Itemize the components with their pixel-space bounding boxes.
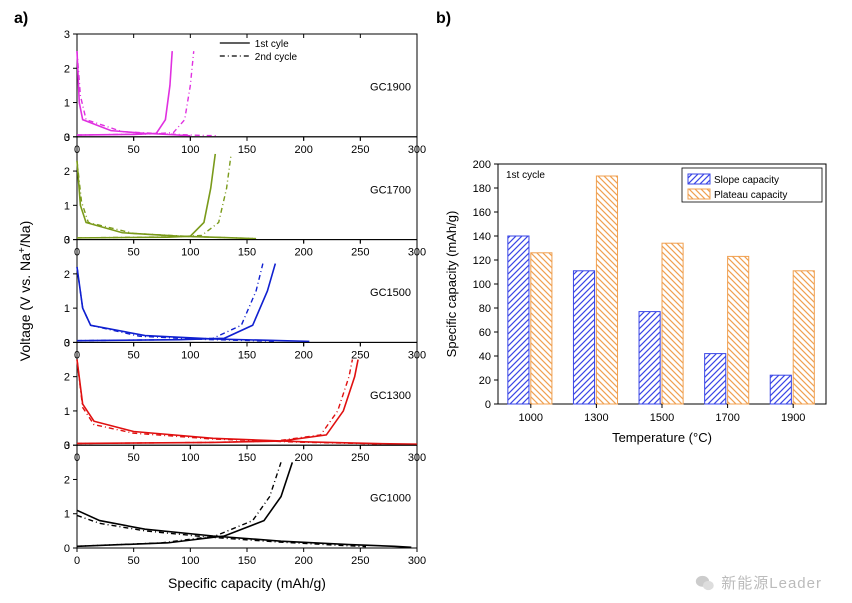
svg-text:2: 2 bbox=[64, 372, 70, 384]
svg-text:1: 1 bbox=[64, 406, 70, 418]
svg-text:3: 3 bbox=[64, 337, 70, 349]
svg-text:100: 100 bbox=[473, 279, 491, 291]
svg-text:250: 250 bbox=[351, 247, 369, 259]
svg-text:Specific capacity (mAh/g): Specific capacity (mAh/g) bbox=[168, 575, 326, 591]
svg-text:160: 160 bbox=[473, 207, 491, 219]
svg-text:40: 40 bbox=[479, 351, 491, 363]
svg-text:2: 2 bbox=[64, 166, 70, 178]
svg-text:150: 150 bbox=[238, 144, 256, 156]
svg-text:180: 180 bbox=[473, 183, 491, 195]
panel-b-label: b) bbox=[436, 10, 451, 28]
svg-text:GC1700: GC1700 bbox=[370, 184, 411, 196]
svg-text:60: 60 bbox=[479, 327, 491, 339]
svg-text:3: 3 bbox=[64, 132, 70, 144]
svg-text:1: 1 bbox=[64, 98, 70, 110]
svg-text:Voltage (V vs. Na+/Na): Voltage (V vs. Na+/Na) bbox=[17, 221, 34, 361]
svg-text:150: 150 bbox=[238, 247, 256, 259]
svg-text:3: 3 bbox=[64, 235, 70, 247]
svg-text:1: 1 bbox=[64, 303, 70, 315]
svg-text:1st cyle: 1st cyle bbox=[255, 39, 289, 50]
svg-text:80: 80 bbox=[479, 303, 491, 315]
watermark-text: 新能源Leader bbox=[721, 572, 822, 593]
svg-text:1: 1 bbox=[64, 509, 70, 521]
svg-text:100: 100 bbox=[181, 555, 199, 567]
svg-text:200: 200 bbox=[473, 159, 491, 171]
svg-text:2nd cycle: 2nd cycle bbox=[255, 52, 298, 63]
svg-text:1000: 1000 bbox=[519, 412, 543, 424]
svg-text:1900: 1900 bbox=[781, 412, 805, 424]
svg-text:50: 50 bbox=[128, 349, 140, 361]
svg-text:Temperature (°C): Temperature (°C) bbox=[612, 430, 712, 445]
svg-text:120: 120 bbox=[473, 255, 491, 267]
svg-text:200: 200 bbox=[294, 144, 312, 156]
svg-text:50: 50 bbox=[128, 144, 140, 156]
svg-text:2: 2 bbox=[64, 269, 70, 281]
svg-text:50: 50 bbox=[128, 555, 140, 567]
svg-text:50: 50 bbox=[128, 452, 140, 464]
svg-text:100: 100 bbox=[181, 247, 199, 259]
svg-text:250: 250 bbox=[351, 349, 369, 361]
svg-text:3: 3 bbox=[64, 29, 70, 41]
panel-b-chart: 0 20 40 60 80 100 120 140 160 180 200 1000 1300 1500 1… bbox=[440, 150, 840, 450]
svg-text:300: 300 bbox=[408, 555, 426, 567]
svg-text:2: 2 bbox=[64, 63, 70, 75]
svg-text:150: 150 bbox=[238, 349, 256, 361]
svg-text:1st cycle: 1st cycle bbox=[506, 170, 545, 181]
svg-text:150: 150 bbox=[238, 452, 256, 464]
svg-text:20: 20 bbox=[479, 375, 491, 387]
svg-text:Plateau capacity: Plateau capacity bbox=[714, 190, 787, 201]
svg-text:Slope capacity: Slope capacity bbox=[714, 175, 779, 186]
svg-text:GC1300: GC1300 bbox=[370, 390, 411, 402]
panel-a-chart: 1st cyle2nd cycle0123050100150200250300G… bbox=[12, 16, 432, 596]
svg-text:GC1000: GC1000 bbox=[370, 493, 411, 505]
svg-text:200: 200 bbox=[294, 452, 312, 464]
svg-text:250: 250 bbox=[351, 452, 369, 464]
svg-text:1500: 1500 bbox=[650, 412, 674, 424]
svg-text:250: 250 bbox=[351, 144, 369, 156]
svg-text:250: 250 bbox=[351, 555, 369, 567]
svg-text:100: 100 bbox=[181, 349, 199, 361]
svg-text:1300: 1300 bbox=[584, 412, 608, 424]
wechat-icon bbox=[695, 574, 715, 592]
svg-text:200: 200 bbox=[294, 247, 312, 259]
svg-text:0: 0 bbox=[485, 399, 491, 411]
svg-text:100: 100 bbox=[181, 452, 199, 464]
svg-text:50: 50 bbox=[128, 247, 140, 259]
svg-text:200: 200 bbox=[294, 349, 312, 361]
svg-text:0: 0 bbox=[64, 543, 70, 555]
svg-text:200: 200 bbox=[294, 555, 312, 567]
svg-text:0: 0 bbox=[74, 555, 80, 567]
svg-text:3: 3 bbox=[64, 440, 70, 452]
svg-text:GC1500: GC1500 bbox=[370, 287, 411, 299]
svg-text:1: 1 bbox=[64, 200, 70, 212]
svg-text:2: 2 bbox=[64, 474, 70, 486]
svg-text:150: 150 bbox=[238, 555, 256, 567]
svg-text:140: 140 bbox=[473, 231, 491, 243]
svg-text:Specific capacity (mAh/g): Specific capacity (mAh/g) bbox=[444, 211, 459, 358]
watermark: 新能源Leader bbox=[695, 572, 822, 593]
svg-text:1700: 1700 bbox=[715, 412, 739, 424]
svg-text:100: 100 bbox=[181, 144, 199, 156]
svg-text:GC1900: GC1900 bbox=[370, 82, 411, 94]
